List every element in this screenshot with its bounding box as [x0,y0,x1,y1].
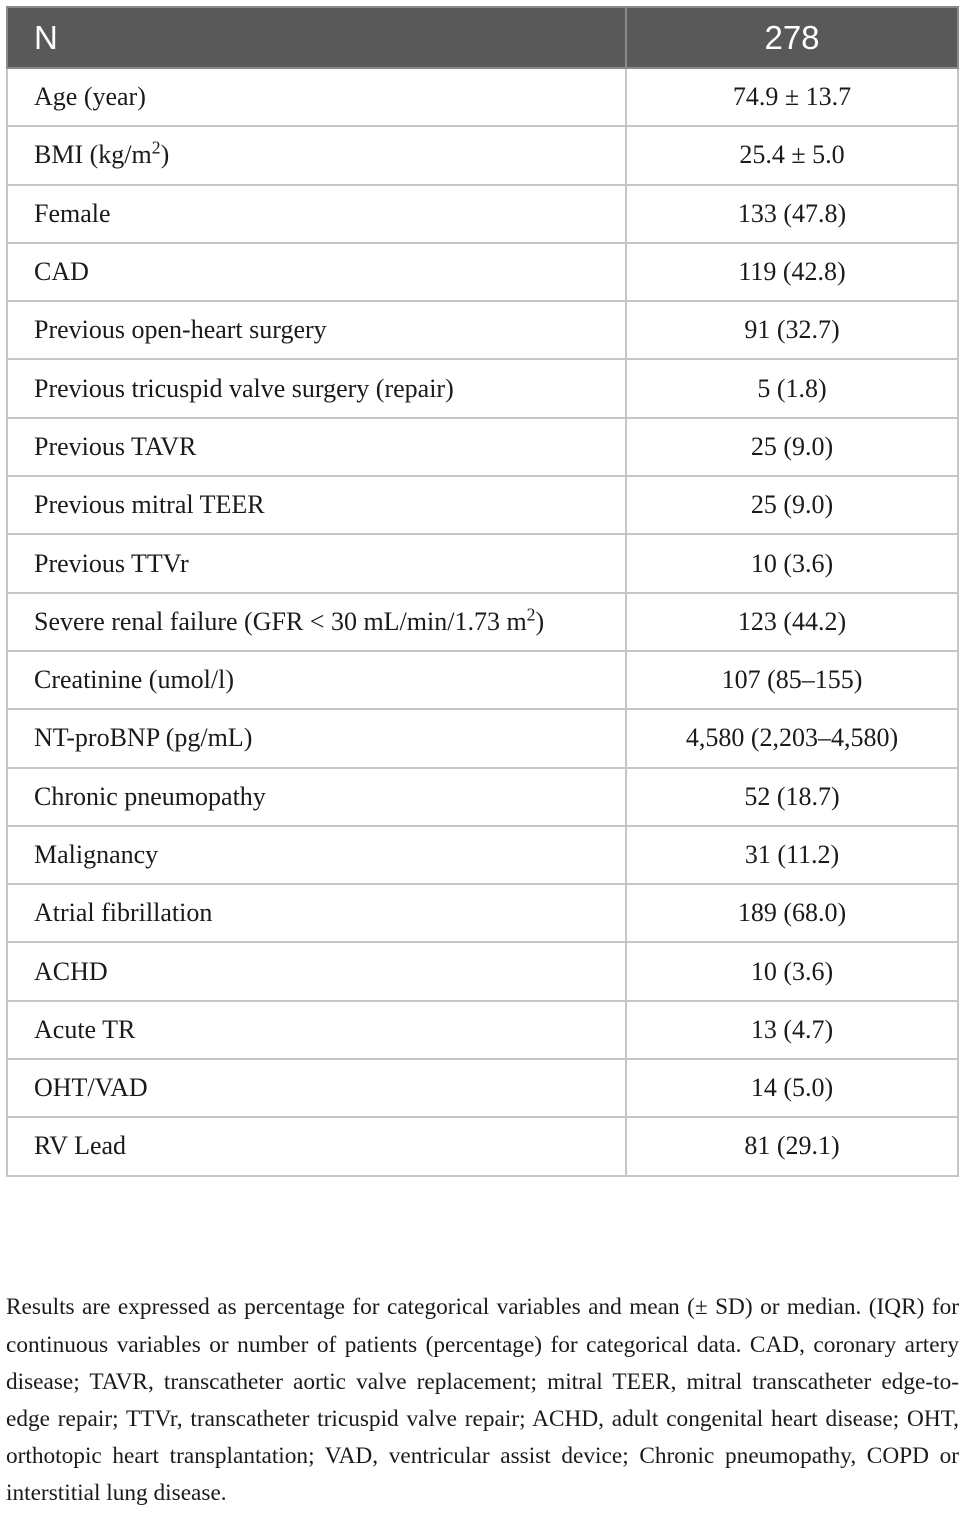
row-label-text-end: ) [535,606,545,636]
table-footnote: Results are expressed as percentage for … [6,1294,959,1507]
table-row: Female 133 (47.8) [6,183,959,244]
row-label-text-end: ) [160,140,170,170]
row-value: 31 (11.2) [625,824,959,886]
row-value: 81 (29.1) [625,1116,959,1177]
baseline-characteristics-table-container: N 278 Age (year) 74.9 ± 13.7 BMI (kg/m2)… [6,6,959,1177]
header-value-cell: 278 [625,6,959,69]
row-value: 14 (5.0) [625,1058,959,1119]
table-row: NT-proBNP (pg/mL) 4,580 (2,203–4,580) [6,708,959,769]
table-row: Previous open-heart surgery 91 (32.7) [6,300,959,361]
table-row: Severe renal failure (GFR < 30 mL/min/1.… [6,591,959,652]
row-value: 10 (3.6) [625,941,959,1002]
row-label: Malignancy [6,824,627,886]
row-label: RV Lead [6,1116,627,1177]
row-label: Chronic pneumopathy [6,766,627,827]
row-value: 52 (18.7) [625,766,959,827]
row-label: NT-proBNP (pg/mL) [6,708,627,769]
row-label: Female [6,183,627,244]
header-label-cell: N [6,6,627,69]
row-value: 107 (85–155) [625,649,959,711]
superscript: 2 [151,137,161,158]
table-row: Acute TR 13 (4.7) [6,999,959,1061]
table-row: CAD 119 (42.8) [6,241,959,303]
row-value: 5 (1.8) [625,358,959,419]
table-row: ACHD 10 (3.6) [6,941,959,1002]
table-row: Creatinine (umol/l) 107 (85–155) [6,649,959,711]
table-row: RV Lead 81 (29.1) [6,1116,959,1177]
row-label: BMI (kg/m2) [6,125,627,186]
row-label: Age (year) [6,66,627,128]
table-row: Previous tricuspid valve surgery (repair… [6,358,959,419]
table-row: Chronic pneumopathy 52 (18.7) [6,766,959,827]
row-label: Atrial fibrillation [6,883,627,944]
row-label: CAD [6,241,627,303]
row-value: 25 (9.0) [625,475,959,536]
row-label-text: Severe renal failure (GFR < 30 mL/min/1.… [34,606,527,636]
row-label: Previous open-heart surgery [6,300,627,361]
row-label: Previous tricuspid valve surgery (repair… [6,358,627,419]
row-label: ACHD [6,941,627,1002]
row-value: 25 (9.0) [625,416,959,478]
row-label: Previous TAVR [6,416,627,478]
row-label: Creatinine (umol/l) [6,649,627,711]
superscript: 2 [526,604,536,625]
table-row: Atrial fibrillation 189 (68.0) [6,883,959,944]
table-row: BMI (kg/m2) 25.4 ± 5.0 [6,125,959,186]
table-row: OHT/VAD 14 (5.0) [6,1058,959,1119]
row-value: 10 (3.6) [625,533,959,594]
row-value: 91 (32.7) [625,300,959,361]
row-value: 119 (42.8) [625,241,959,303]
row-label: Previous TTVr [6,533,627,594]
row-value: 13 (4.7) [625,999,959,1061]
row-value: 74.9 ± 13.7 [625,66,959,128]
row-value: 25.4 ± 5.0 [625,125,959,186]
row-value: 133 (47.8) [625,183,959,244]
row-value: 189 (68.0) [625,883,959,944]
row-value: 123 (44.2) [625,591,959,652]
table-row: Malignancy 31 (11.2) [6,824,959,886]
table-row: Previous TAVR 25 (9.0) [6,416,959,478]
row-value: 4,580 (2,203–4,580) [625,708,959,769]
row-label: Acute TR [6,999,627,1061]
row-label: Severe renal failure (GFR < 30 mL/min/1.… [6,591,627,652]
table-row: Previous mitral TEER 25 (9.0) [6,475,959,536]
row-label: Previous mitral TEER [6,475,627,536]
row-label-text: BMI (kg/m [34,140,152,170]
baseline-characteristics-table: N 278 Age (year) 74.9 ± 13.7 BMI (kg/m2)… [6,6,959,1177]
table-row: Age (year) 74.9 ± 13.7 [6,66,959,128]
table-row: Previous TTVr 10 (3.6) [6,533,959,594]
table-header-row: N 278 [6,6,959,69]
row-label: OHT/VAD [6,1058,627,1119]
